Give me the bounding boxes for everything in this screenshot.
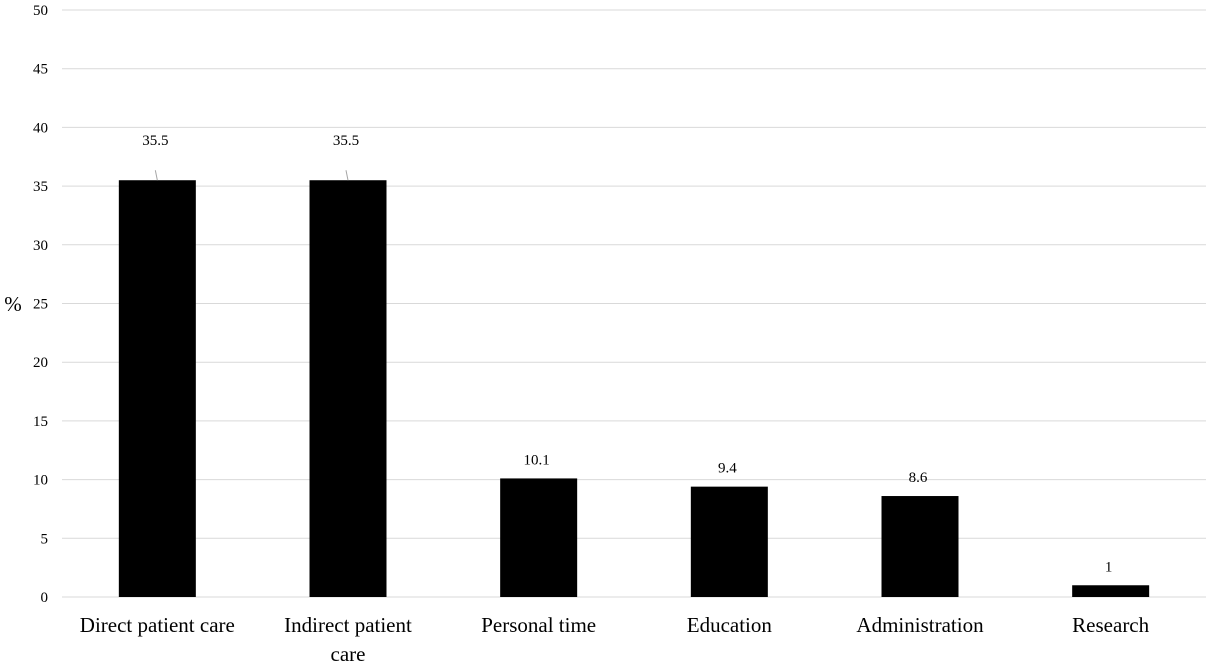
data-label-5: 1 — [1105, 559, 1113, 575]
x-axis-categories: Direct patient care Indirect patient care P… — [80, 613, 1150, 665]
leader-line-1 — [345, 170, 349, 181]
y-tick-label: 25 — [33, 297, 48, 313]
gridlines — [62, 9, 1206, 598]
y-axis-ticks: 0 5 10 15 20 25 30 35 40 45 50 — [33, 3, 48, 606]
leader-line-0 — [154, 170, 158, 181]
category-label-4: Administration — [856, 613, 984, 637]
category-label-1: Indirect patient care — [284, 613, 412, 665]
y-tick-label: 20 — [33, 355, 48, 371]
bar-4 — [881, 496, 959, 597]
data-label-4: 8.6 — [909, 470, 928, 486]
y-axis-title: % — [4, 292, 22, 316]
bars — [118, 180, 1150, 598]
bar-0 — [118, 180, 196, 598]
y-tick-label: 50 — [33, 3, 48, 19]
data-label-1: 35.5 — [333, 133, 359, 149]
y-tick-label: 40 — [33, 120, 48, 136]
y-tick-label: 15 — [33, 414, 48, 430]
y-tick-label: 45 — [33, 62, 48, 78]
bar-3 — [690, 486, 768, 597]
data-label-0: 35.5 — [142, 133, 168, 149]
category-label-2: Personal time — [481, 613, 596, 637]
category-label-5: Research — [1072, 613, 1149, 637]
bar-2 — [500, 478, 578, 597]
data-label-leaders — [154, 170, 349, 181]
y-tick-label: 30 — [33, 238, 48, 254]
category-label-0: Direct patient care — [80, 613, 235, 637]
category-label-3: Education — [687, 613, 773, 637]
y-tick-label: 5 — [41, 531, 49, 547]
y-tick-label: 35 — [33, 179, 48, 195]
y-tick-label: 10 — [33, 473, 48, 489]
y-tick-label: 0 — [41, 590, 49, 606]
data-label-2: 10.1 — [524, 452, 550, 468]
bar-5 — [1072, 585, 1150, 597]
data-label-3: 9.4 — [718, 461, 737, 477]
bar-1 — [309, 180, 387, 598]
data-labels: 35.5 35.5 10.1 9.4 8.6 1 — [142, 133, 1112, 575]
